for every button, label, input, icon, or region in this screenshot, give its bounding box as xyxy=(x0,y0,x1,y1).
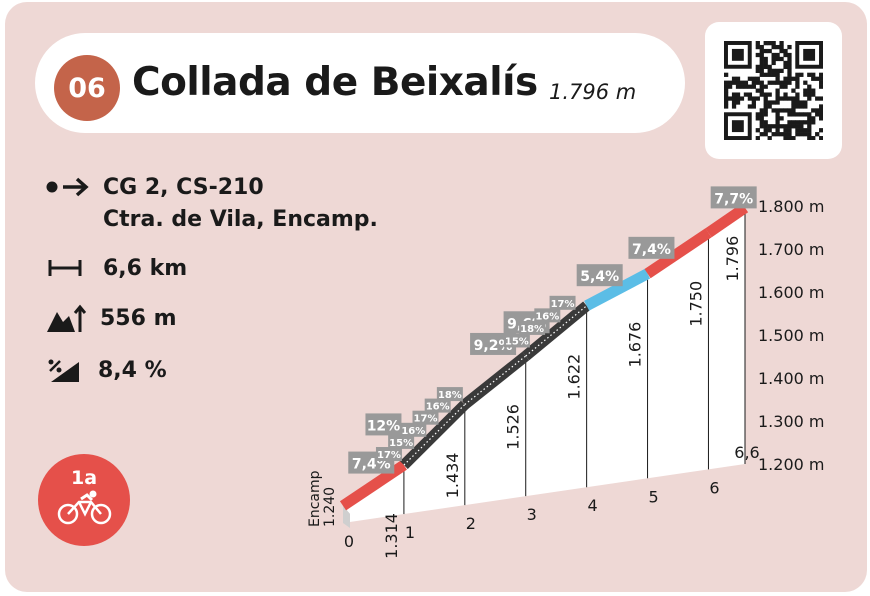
elevation-label: 1.434 xyxy=(443,453,462,499)
y-tick-label: 1.500 m xyxy=(758,326,824,345)
y-tick-label: 1.200 m xyxy=(758,455,824,474)
sub-gradient-label: 16% xyxy=(426,402,450,413)
elevation-gain-value: 556 m xyxy=(100,306,177,331)
start-arrow-icon xyxy=(46,177,89,197)
sub-gradient-box xyxy=(388,434,415,449)
elevation-label: 1.314 xyxy=(382,513,401,559)
category-label: 1a xyxy=(70,467,98,489)
elevation-label: 1.526 xyxy=(504,404,523,450)
avg-gradient-value: 8,4 % xyxy=(98,358,167,383)
sub-gradient-box xyxy=(375,447,402,462)
elevation-label: 1.676 xyxy=(626,322,645,368)
gradient-label-box xyxy=(628,236,675,259)
sub-gradient-box xyxy=(436,387,463,402)
elevation-label: 1.750 xyxy=(686,281,705,327)
start-place-label: Encamp xyxy=(307,470,323,527)
profile-segment xyxy=(400,400,469,469)
segment-dots xyxy=(525,305,588,357)
start-elevation-label: 1.240 xyxy=(322,487,338,527)
roads-line-1: CG 2, CS-210 xyxy=(103,175,264,200)
climb-name: Collada de Beixalís xyxy=(132,60,538,105)
profile-area xyxy=(343,207,745,523)
sub-gradient-label: 15% xyxy=(389,438,413,449)
x-tick-label: 6 xyxy=(709,478,719,497)
elevation-label: 1.622 xyxy=(565,354,584,400)
x-tick-label: 2 xyxy=(466,514,476,533)
sub-gradient-box xyxy=(424,398,451,413)
y-tick-label: 1.300 m xyxy=(758,412,824,431)
gradient-label-box xyxy=(576,264,623,287)
profile-segment xyxy=(705,203,749,238)
x-tick-label: 4 xyxy=(588,496,598,515)
qr-code[interactable] xyxy=(705,22,842,159)
gradient-label: 5,4% xyxy=(580,269,619,285)
x-tick-label: 5 xyxy=(648,487,658,506)
x-tick-label: 1 xyxy=(405,523,415,542)
gradient-label: 12% xyxy=(367,418,401,434)
gradient-label: 9,2% xyxy=(474,338,513,354)
sub-gradient-box xyxy=(400,422,427,437)
sub-gradient-box xyxy=(549,295,576,310)
category-badge: 1a xyxy=(38,454,130,546)
roads-line-2: Ctra. de Vila, Encamp. xyxy=(103,207,378,232)
sub-gradient-box xyxy=(503,333,530,348)
y-tick-label: 1.400 m xyxy=(758,369,824,388)
gradient-label: 7,7% xyxy=(714,191,753,207)
sub-gradient-box xyxy=(519,320,546,335)
gradient-icon xyxy=(48,359,79,382)
profile-segment xyxy=(644,228,712,279)
sub-gradient-label: 15% xyxy=(505,336,529,347)
y-tick-label: 1.700 m xyxy=(758,240,824,259)
y-tick-label: 1.800 m xyxy=(758,197,824,216)
sub-gradient-box xyxy=(412,410,439,425)
segment-dots xyxy=(464,355,527,405)
sub-gradient-label: 17% xyxy=(551,299,575,310)
title-banner xyxy=(35,33,685,133)
x-tick-label: 0 xyxy=(344,532,354,551)
profile-segment xyxy=(584,268,651,311)
elevation-gain-icon xyxy=(47,304,86,332)
sub-gradient-label: 18% xyxy=(438,390,462,401)
distance-icon xyxy=(48,260,82,276)
bike-icon xyxy=(57,490,112,525)
sub-gradient-label: 18% xyxy=(520,324,544,335)
x-tick-label: 6,6 xyxy=(734,443,759,462)
y-tick-label: 1.600 m xyxy=(758,283,824,302)
sub-gradient-label: 16% xyxy=(401,426,425,437)
qr-code-icon xyxy=(724,41,823,140)
gradient-label: 7,4% xyxy=(632,242,671,258)
elevation-label: 1.796 xyxy=(723,236,742,282)
distance-value: 6,6 km xyxy=(103,256,188,281)
gradient-label-box xyxy=(365,413,402,436)
x-tick-label: 3 xyxy=(527,505,537,524)
gradient-label-box xyxy=(710,186,757,209)
climb-altitude: 1.796 m xyxy=(549,80,637,104)
sub-gradient-label: 17% xyxy=(377,450,401,461)
sub-gradient-label: 16% xyxy=(535,311,559,322)
sub-gradient-label: 17% xyxy=(414,414,438,425)
sub-gradient-box xyxy=(534,308,561,323)
climb-number-badge: 06 xyxy=(54,55,120,121)
profile-edge xyxy=(343,505,350,528)
